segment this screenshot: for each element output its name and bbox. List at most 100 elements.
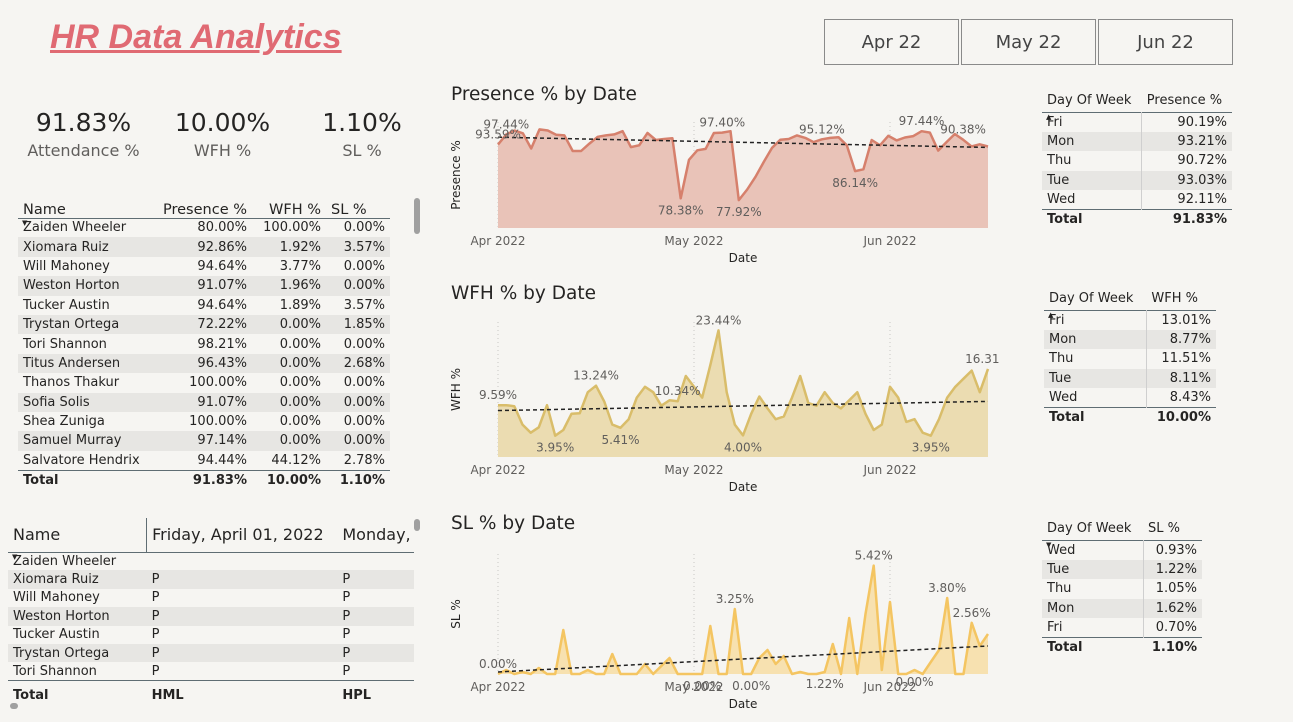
- daily-col-date-2[interactable]: Monday,: [342, 524, 411, 544]
- cell-day: Fri: [1049, 312, 1065, 328]
- table-row[interactable]: Titus Andersen 96.43% 0.00% 2.68%: [18, 353, 390, 374]
- cell-name: Will Mahoney: [13, 590, 100, 606]
- dow-total-label: Total: [1049, 409, 1085, 425]
- dow-header: Day Of Week ▼ SL %: [1042, 518, 1202, 549]
- cell-wfh: 1.89%: [279, 297, 321, 313]
- table-row[interactable]: Trystan Ortega 72.22% 0.00% 1.85%: [18, 314, 390, 335]
- daily-table-vscrollbar[interactable]: [414, 519, 420, 531]
- daily-table-hscrollbar[interactable]: [10, 703, 18, 709]
- dow-col-day[interactable]: Day Of Week ▲: [1046, 92, 1132, 121]
- sort-desc-icon: ▼: [1046, 540, 1052, 549]
- cell-value: 90.72%: [1141, 151, 1232, 171]
- dow-row[interactable]: Tue 93.03%: [1042, 170, 1232, 190]
- dow-row[interactable]: Wed 92.11%: [1042, 190, 1232, 210]
- dow-row[interactable]: Mon 8.77%: [1044, 329, 1216, 349]
- table-row[interactable]: Samuel Murray 97.14% 0.00% 0.00%: [18, 431, 390, 451]
- wfh-chart[interactable]: 9.59% 3.95% 13.24% 5.41% 10.34% 23.44% 4.00% 3.…: [440, 308, 1000, 498]
- presence-chart[interactable]: 93.59%97.44%78.38% 77.92%97.40% 95.12%86.1…: [440, 108, 1000, 268]
- col-header-presence[interactable]: Presence %: [163, 201, 247, 218]
- trend-line: [497, 645, 989, 673]
- cell-presence: 80.00%: [197, 220, 247, 236]
- cell-presence: 96.43%: [197, 355, 247, 371]
- table-row[interactable]: Will Mahoney 94.64% 3.77% 0.00%: [18, 257, 390, 276]
- daily-col-name[interactable]: Name ▼: [12, 524, 61, 561]
- daily-table-header: Name ▼ Friday, April 01, 2022 Monday,: [8, 518, 414, 561]
- dow-col-value[interactable]: Presence %: [1146, 92, 1223, 108]
- slicer-may-22[interactable]: May 22: [961, 19, 1096, 65]
- cell-day: Tue: [1047, 172, 1070, 188]
- cell-value: 11.51%: [1145, 349, 1216, 369]
- table-row[interactable]: Weston Horton P P: [8, 607, 414, 626]
- table-row[interactable]: Thanos Thakur 100.00% 0.00% 0.00%: [18, 373, 390, 392]
- cell-sl: 0.00%: [343, 336, 385, 352]
- data-label: 97.44%: [899, 114, 945, 128]
- table-row[interactable]: Zaiden Wheeler 80.00% 100.00% 0.00%: [18, 218, 390, 237]
- table-row[interactable]: Zaiden Wheeler: [8, 552, 414, 570]
- table-row[interactable]: Tucker Austin 94.64% 1.89% 3.57%: [18, 296, 390, 315]
- daily-col-date-1[interactable]: Friday, April 01, 2022: [146, 518, 338, 552]
- data-label: 0.00%: [479, 657, 517, 671]
- table-row[interactable]: Xiomara Ruiz P P: [8, 570, 414, 589]
- table-row[interactable]: Sofia Solis 91.07% 0.00% 0.00%: [18, 392, 390, 412]
- cell-name: Sofia Solis: [23, 394, 90, 410]
- dow-row[interactable]: Thu 1.05%: [1042, 579, 1202, 599]
- cell-wfh: 0.00%: [279, 394, 321, 410]
- cell-name: Trystan Ortega: [13, 645, 110, 661]
- kpi-attendance: 91.83% Attendance %: [22, 108, 145, 160]
- chart-title-presence: Presence % by Date: [451, 84, 637, 105]
- slicer-apr-22[interactable]: Apr 22: [824, 19, 959, 65]
- x-tick-label: Apr 2022: [470, 463, 525, 477]
- cell-name: Zaiden Wheeler: [13, 553, 117, 569]
- table-row[interactable]: Trystan Ortega P P: [8, 643, 414, 663]
- dow-row[interactable]: Tue 8.11%: [1044, 368, 1216, 388]
- trend-line: [497, 400, 989, 412]
- cell-name: Xiomara Ruiz: [13, 572, 99, 588]
- cell-name: Weston Horton: [13, 608, 110, 624]
- slicer-jun-22[interactable]: Jun 22: [1098, 19, 1233, 65]
- data-label: 86.14%: [832, 176, 878, 190]
- daily-table-visual: Name ▼ Friday, April 01, 2022 Monday, Zai…: [8, 518, 414, 704]
- col-header-name[interactable]: Name ▼: [22, 201, 66, 227]
- cell-day-2: P: [342, 590, 351, 606]
- dow-table-presence: Day Of Week ▲ Presence % Fri 90.19% Mon 93.21%…: [1042, 90, 1232, 229]
- cell-day: Fri: [1047, 620, 1063, 635]
- dow-row[interactable]: Fri 0.70%: [1042, 618, 1202, 638]
- dow-col-day[interactable]: Day Of Week ▼: [1046, 520, 1132, 549]
- dow-row[interactable]: Wed 0.93%: [1042, 540, 1202, 560]
- sort-asc-icon: ▲: [1048, 310, 1054, 319]
- series-line: [498, 329, 990, 437]
- cell-wfh: 0.00%: [279, 375, 321, 391]
- data-label: 0.00%: [683, 679, 721, 693]
- data-label: 3.95%: [536, 441, 574, 455]
- dow-row[interactable]: Fri 90.19%: [1042, 112, 1232, 132]
- table-row[interactable]: Tori Shannon P P: [8, 662, 414, 680]
- table-row[interactable]: Will Mahoney P P: [8, 589, 414, 607]
- dow-row[interactable]: Wed 8.43%: [1044, 388, 1216, 408]
- dow-row[interactable]: Tue 1.22%: [1042, 559, 1202, 579]
- table-row[interactable]: Shea Zuniga 100.00% 0.00% 0.00%: [18, 412, 390, 431]
- x-tick-label: Jun 2022: [862, 680, 916, 694]
- col-header-sl[interactable]: SL %: [331, 201, 367, 218]
- kpi-sl: 1.10% SL %: [310, 108, 414, 160]
- col-header-wfh[interactable]: WFH %: [269, 201, 321, 218]
- cell-name: Trystan Ortega: [23, 317, 120, 333]
- x-tick-label: Apr 2022: [470, 234, 525, 248]
- table-row[interactable]: Weston Horton 91.07% 1.96% 0.00%: [18, 276, 390, 296]
- dow-row[interactable]: Fri 13.01%: [1044, 310, 1216, 330]
- table-row[interactable]: Tucker Austin P P: [8, 626, 414, 644]
- dow-col-value[interactable]: WFH %: [1151, 290, 1198, 306]
- table-row[interactable]: Salvatore Hendrix 94.44% 44.12% 2.78%: [18, 451, 390, 470]
- table-row[interactable]: Tori Shannon 98.21% 0.00% 0.00%: [18, 334, 390, 353]
- dow-row[interactable]: Mon 93.21%: [1042, 131, 1232, 151]
- dow-row[interactable]: Mon 1.62%: [1042, 598, 1202, 618]
- sl-chart[interactable]: 0.00% 3.25% 0.00% 0.00% 1.22% 5.42% 0.00% 3.80%…: [440, 540, 1000, 715]
- table-row[interactable]: Xiomara Ruiz 92.86% 1.92% 3.57%: [18, 237, 390, 257]
- dow-row[interactable]: Thu 11.51%: [1044, 349, 1216, 369]
- dow-total-value: 1.10%: [1151, 639, 1197, 655]
- chart-title-sl: SL % by Date: [451, 513, 576, 534]
- dow-col-value[interactable]: SL %: [1148, 520, 1180, 536]
- cell-day-2: P: [342, 663, 351, 679]
- dow-col-day[interactable]: Day Of Week ▲: [1048, 290, 1134, 319]
- dow-row[interactable]: Thu 90.72%: [1042, 151, 1232, 171]
- employee-table-scrollbar[interactable]: [414, 198, 420, 234]
